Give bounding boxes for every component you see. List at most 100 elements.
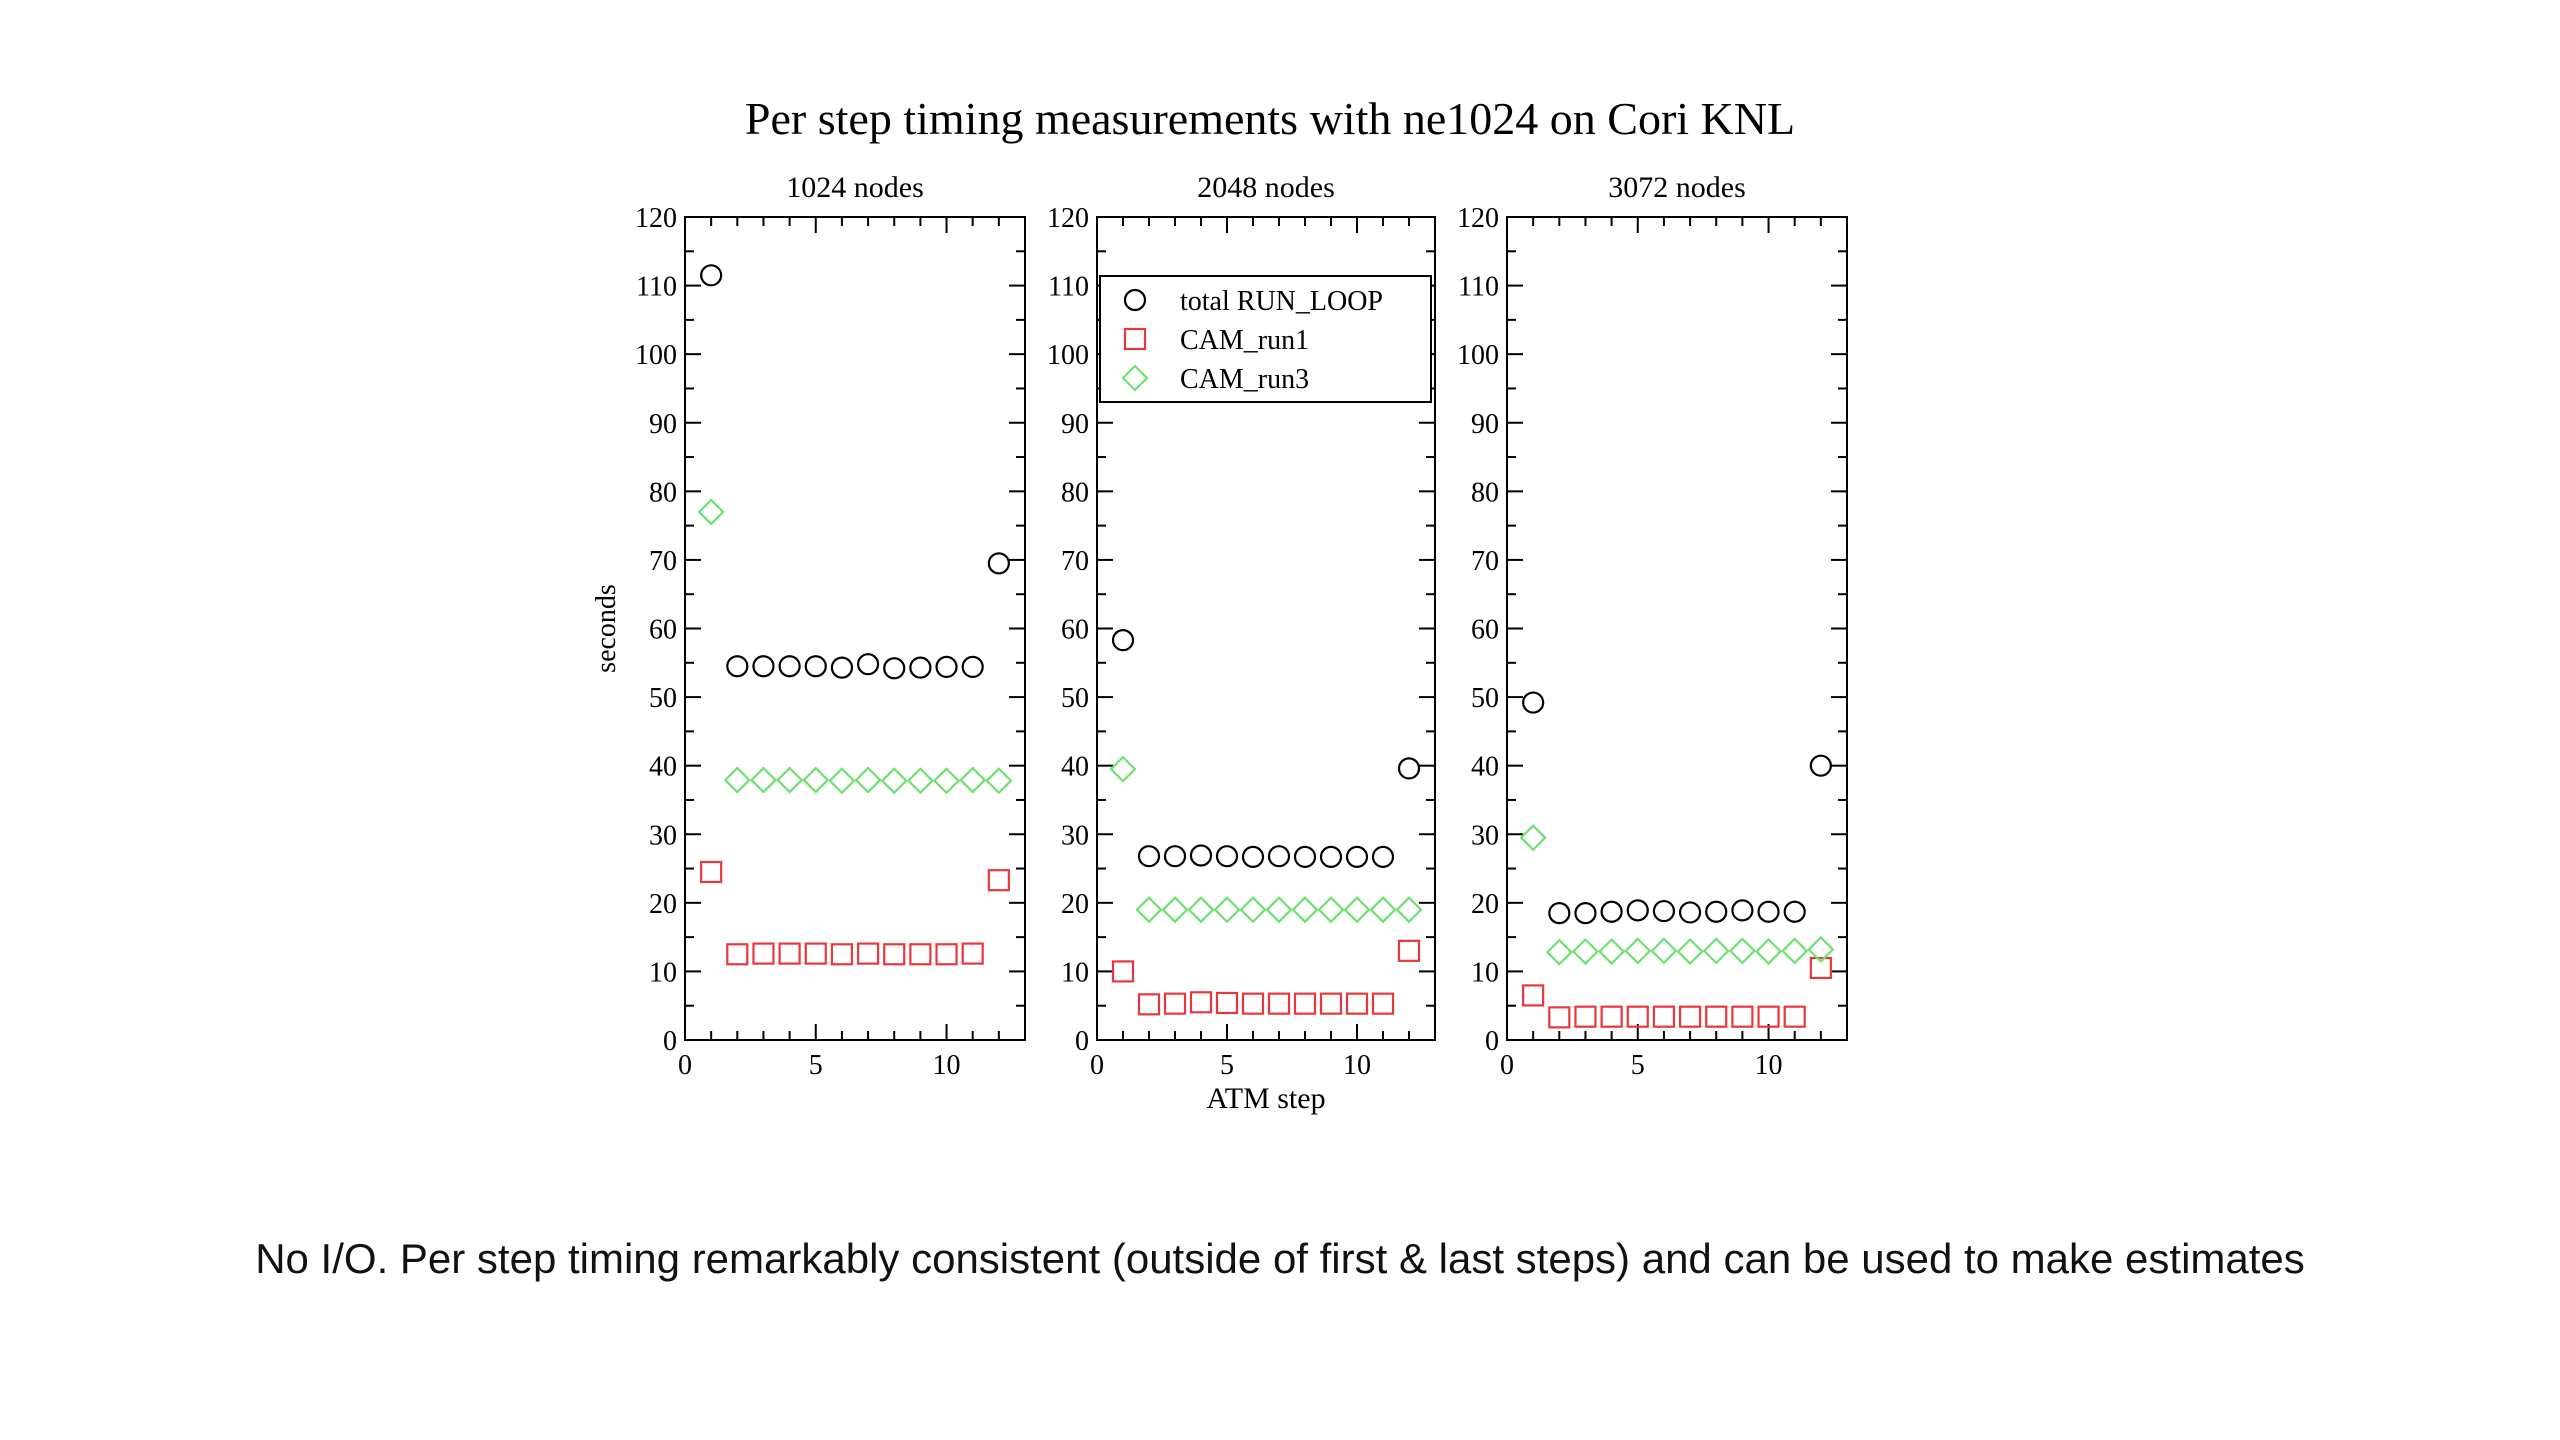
y-tick-label: 120: [635, 203, 677, 234]
data-point-diamond: [1369, 896, 1397, 924]
data-point-diamond: [1571, 937, 1600, 966]
data-point-circle: [909, 656, 932, 679]
y-tick-label: 30: [649, 820, 677, 851]
y-tick-label: 20: [1061, 889, 1089, 920]
data-point-circle: [778, 655, 801, 678]
data-point-square: [1319, 992, 1343, 1015]
x-tick-label: 5: [1631, 1050, 1645, 1081]
y-tick-label: 30: [1061, 820, 1089, 851]
x-tick-label: 0: [1500, 1050, 1514, 1081]
data-point-circle: [1783, 900, 1806, 923]
data-point-square: [1293, 992, 1317, 1015]
data-point-circle: [883, 657, 906, 680]
data-point-diamond: [1135, 896, 1163, 924]
data-point-square: [1371, 992, 1395, 1015]
y-tick-label: 70: [649, 546, 677, 577]
data-point-diamond: [1676, 937, 1704, 966]
data-point-circle: [830, 656, 854, 679]
data-point-circle: [961, 655, 984, 679]
data-point-circle: [1397, 757, 1421, 780]
data-point-diamond: [1624, 937, 1652, 965]
figure-title: Per step timing measurements with ne1024…: [745, 93, 1795, 144]
data-point-square: [1241, 992, 1265, 1015]
data-point-square: [1111, 960, 1135, 983]
y-tick-label: 10: [649, 957, 677, 988]
panel-2: 2048 nodes 0 10 20 30 40 50 60 70 80 90 100 110 120 0 5…: [1047, 171, 1436, 1115]
y-axis-label: seconds: [591, 584, 622, 673]
data-point-diamond: [1728, 937, 1756, 965]
data-point-diamond: [1213, 896, 1241, 924]
y-tick-label: 50: [1471, 683, 1499, 714]
plot-frame: [684, 216, 1026, 1041]
y-tick-label: 40: [649, 752, 677, 783]
panel-title: 3072 nodes: [1608, 171, 1746, 204]
y-tick-label: 10: [1061, 957, 1089, 988]
y-tick-label: 60: [1061, 615, 1089, 646]
data-point-circle: [1652, 899, 1676, 923]
data-point-diamond: [880, 767, 908, 795]
y-tick-label: 0: [1485, 1026, 1499, 1057]
data-point-diamond: [1754, 937, 1783, 966]
y-tick-label: 60: [649, 615, 677, 646]
data-point-square: [1345, 992, 1369, 1015]
data-point-square: [1783, 1005, 1806, 1028]
data-point-square: [987, 869, 1010, 892]
data-point-circle: [804, 655, 827, 678]
data-point-diamond: [1239, 896, 1267, 924]
data-point-circle: [935, 655, 958, 679]
legend-label: CAM_run1: [1180, 325, 1309, 356]
data-point-circle: [726, 655, 749, 678]
series-diamond: [1109, 755, 1423, 924]
y-tick-label: 110: [636, 272, 677, 303]
data-point-square: [1522, 984, 1545, 1007]
data-point-diamond: [697, 498, 725, 526]
series-square: [1111, 939, 1421, 1016]
data-point-square: [804, 942, 827, 965]
data-point-circle: [1809, 754, 1832, 777]
y-tick-label: 80: [1471, 477, 1499, 508]
y-tick-label: 70: [1471, 546, 1499, 577]
data-point-circle: [1267, 845, 1291, 868]
data-point-circle: [1319, 845, 1343, 868]
data-point-square: [1267, 992, 1291, 1015]
data-point-diamond: [1161, 896, 1189, 924]
data-point-circle: [700, 264, 723, 287]
data-point-square: [909, 943, 932, 966]
data-point-diamond: [802, 766, 830, 794]
y-tick-label: 40: [1471, 752, 1499, 783]
data-point-circle: [1548, 902, 1571, 925]
data-point-diamond: [1650, 937, 1678, 965]
legend-label: CAM_run3: [1180, 364, 1309, 395]
data-point-circle: [1678, 901, 1702, 924]
data-point-square: [1574, 1005, 1597, 1028]
y-tick-label: 0: [1075, 1026, 1089, 1057]
panel-title: 2048 nodes: [1197, 171, 1335, 204]
data-point-diamond: [906, 767, 934, 795]
data-point-circle: [1111, 629, 1135, 652]
data-point-circle: [752, 655, 775, 678]
data-point-square: [935, 943, 958, 966]
data-point-circle: [1705, 900, 1728, 923]
data-point-square: [778, 942, 801, 965]
x-tick-label: 10: [933, 1050, 961, 1081]
panel-title: 1024 nodes: [786, 171, 924, 204]
data-point-circle: [1600, 900, 1623, 923]
legend-box: [1099, 275, 1432, 403]
y-tick-label: 50: [1061, 683, 1089, 714]
data-point-diamond: [1807, 935, 1835, 964]
x-tick-label: 0: [1090, 1050, 1104, 1081]
data-point-diamond: [828, 767, 856, 795]
series-circle: [1111, 629, 1421, 868]
data-point-circle: [1371, 845, 1395, 868]
y-tick-label: 80: [649, 477, 677, 508]
data-point-diamond: [959, 766, 987, 794]
data-point-diamond: [1187, 896, 1215, 924]
legend-label: total RUN_LOOP: [1180, 286, 1383, 317]
x-tick-label: 10: [1755, 1050, 1783, 1081]
data-point-diamond: [1545, 938, 1573, 966]
y-tick-label: 90: [1471, 409, 1499, 440]
data-point-square: [1189, 991, 1213, 1014]
y-tick-label: 90: [1061, 409, 1089, 440]
panel-3: 3072 nodes 0 10 20 30 40 50 60 70 80 90 100 110 120 0 5…: [1457, 171, 1848, 1081]
